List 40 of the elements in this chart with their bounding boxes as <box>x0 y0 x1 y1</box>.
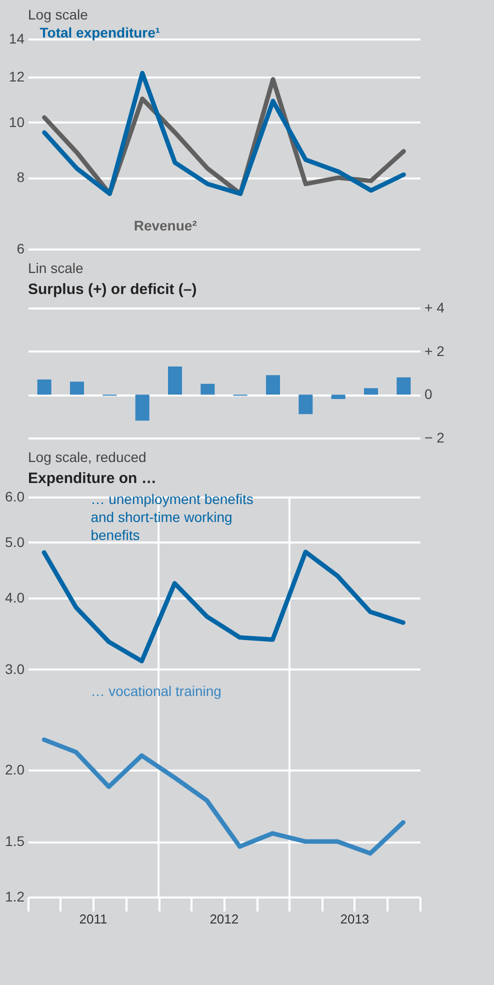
y-tick-label: 5.0 <box>5 534 25 550</box>
bar <box>135 394 150 421</box>
y-tick-label: 6.0 <box>5 488 25 504</box>
bar <box>70 382 84 395</box>
y2-tick-label: 0 <box>424 386 432 402</box>
y-tick-label: 3.0 <box>5 660 25 677</box>
y2-tick-label: − 2 <box>424 430 445 446</box>
y-tick-label: 6 <box>16 240 25 256</box>
bar <box>200 384 215 395</box>
x-tick-label: 2011 <box>79 912 108 926</box>
y-tick-label: 8 <box>16 169 25 186</box>
chart-subtitle: Log scale, reduced <box>28 449 146 465</box>
text: … vocational training <box>90 683 222 699</box>
chart-title: Surplus (+) or deficit (–) <box>28 281 197 298</box>
line-series <box>42 737 406 856</box>
x-tick-label: 2012 <box>210 912 239 926</box>
chart-title: Expenditure on … <box>28 470 156 487</box>
bar <box>168 366 182 395</box>
y-tick-label: 12 <box>8 68 25 85</box>
bar <box>364 388 378 395</box>
y-tick-label: 1.2 <box>5 888 25 904</box>
y-tick-label: 14 <box>8 30 25 46</box>
bar <box>396 377 411 395</box>
chart-subtitle: Lin scale <box>28 260 84 276</box>
text: Total expenditure¹ <box>40 24 160 40</box>
bar <box>37 380 52 395</box>
y-tick-label: 4.0 <box>5 589 25 606</box>
bar <box>298 394 313 414</box>
bar <box>331 394 346 399</box>
y-tick-label: 1.5 <box>5 833 25 850</box>
bar <box>266 375 280 395</box>
y2-tick-label: + 2 <box>424 342 445 359</box>
y-tick-label: 10 <box>8 114 25 130</box>
text: … unemployment benefits and short-time working benefits <box>90 491 254 543</box>
y2-tick-label: + 4 <box>424 300 445 316</box>
x-tick-label: 2013 <box>340 912 370 926</box>
text: Revenue² <box>134 218 198 234</box>
y-tick-label: 2.0 <box>5 762 25 778</box>
chart-subtitle: Log scale <box>28 6 88 22</box>
line-series <box>42 550 406 664</box>
